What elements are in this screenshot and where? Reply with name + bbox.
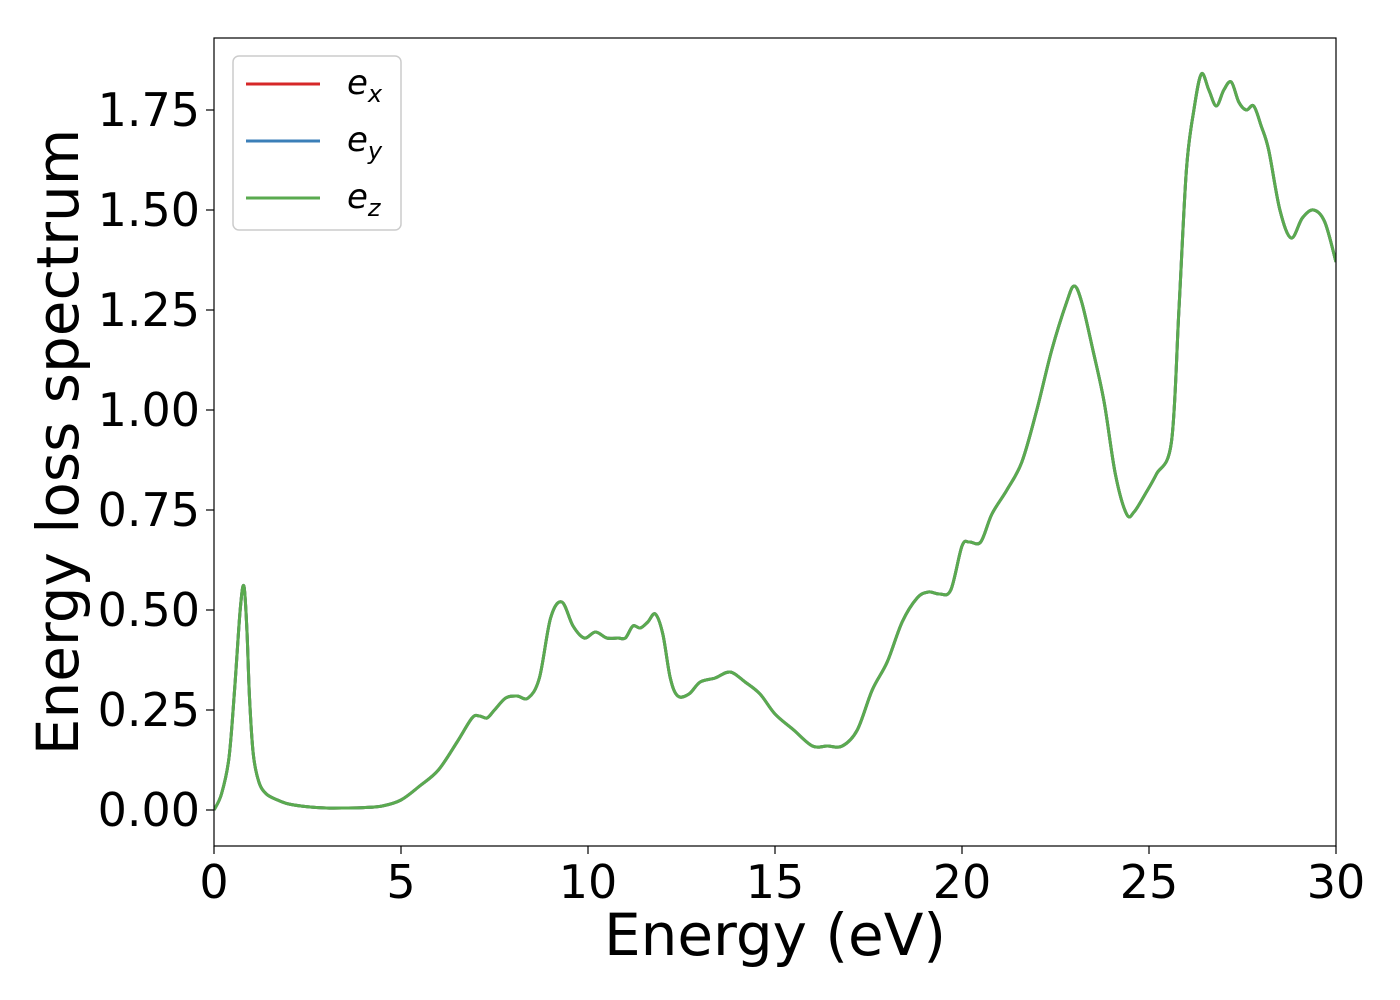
x-tick-label: 5 (386, 855, 415, 909)
x-tick-label: 15 (746, 855, 805, 909)
y-tick-label: 0.25 (98, 683, 200, 737)
y-axis-title: Energy loss spectrum (24, 129, 92, 755)
y-tick-label: 0.00 (98, 783, 200, 837)
x-tick-label: 20 (933, 855, 992, 909)
y-tick-label: 0.75 (98, 483, 200, 537)
legend-box (232, 55, 402, 231)
y-tick-label: 1.75 (98, 83, 200, 137)
y-tick-label: 1.25 (98, 283, 200, 337)
x-tick-label: 10 (559, 855, 618, 909)
y-axis-ticks: 0.00 0.25 0.50 0.75 1.00 1.25 1.50 1.75 (98, 83, 214, 837)
x-tick-label: 25 (1120, 855, 1179, 909)
x-tick-label: 30 (1307, 855, 1366, 909)
y-tick-label: 1.00 (98, 383, 200, 437)
x-axis-title: Energy (eV) (604, 901, 946, 969)
x-tick-label: 0 (199, 855, 228, 909)
y-tick-label: 1.50 (98, 183, 200, 237)
y-tick-label: 0.50 (98, 583, 200, 637)
series-layer (214, 72, 1336, 811)
series-line-e_z (214, 72, 1336, 811)
x-axis-ticks: 0 5 10 15 20 25 30 (199, 846, 1365, 909)
